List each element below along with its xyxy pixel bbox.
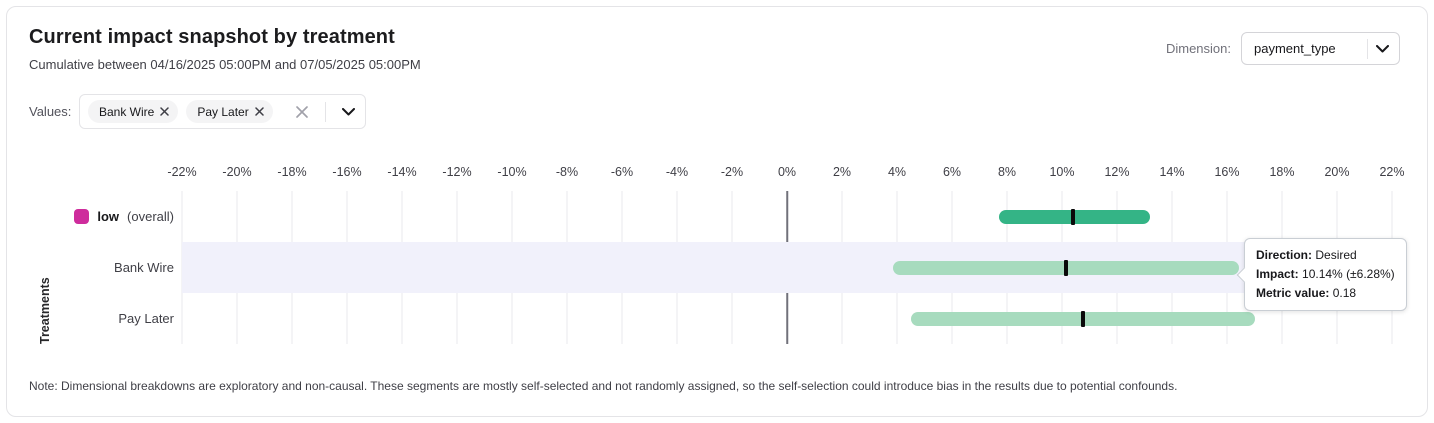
- tooltip-impact-value: 10.14% (±6.28%): [1302, 267, 1395, 281]
- x-tick-label: -8%: [555, 165, 579, 179]
- x-tick-label: -4%: [665, 165, 689, 179]
- dimension-selected-value: payment_type: [1254, 41, 1336, 56]
- x-tick-label: 10%: [1049, 165, 1075, 179]
- values-divider: [324, 101, 326, 122]
- dimension-control: Dimension: payment_type: [1166, 32, 1400, 65]
- impact-point-marker[interactable]: [1063, 259, 1068, 276]
- x-tick-label: -22%: [167, 165, 197, 179]
- x-tick-label: 22%: [1379, 165, 1405, 179]
- chip-label: Bank Wire: [99, 104, 155, 119]
- clear-x-icon: [295, 105, 308, 118]
- x-tick-label: 6%: [942, 165, 962, 179]
- x-tick-label: -16%: [332, 165, 362, 179]
- x-tick-label: -12%: [442, 165, 472, 179]
- row-label-column: low (overall) Bank Wire Pay Later: [31, 191, 174, 344]
- row-label-suffix: (overall): [127, 209, 174, 224]
- row-label: Bank Wire: [31, 242, 174, 293]
- x-tick-label: 20%: [1324, 165, 1350, 179]
- values-label: Values:: [29, 104, 72, 119]
- chart-row: [182, 293, 1392, 344]
- selected-value-chips: Bank Wire Pay Later: [88, 100, 273, 123]
- date-range-subtitle: Cumulative between 04/16/2025 05:00PM an…: [29, 57, 421, 72]
- tooltip-metric-line: Metric value: 0.18: [1256, 284, 1395, 303]
- tooltip-metric-label: Metric value:: [1256, 286, 1330, 300]
- chart-plot-area: [181, 191, 1393, 344]
- chart-row: [182, 191, 1392, 242]
- impact-snapshot-card: Current impact snapshot by treatment Cum…: [6, 6, 1428, 417]
- clear-values-button[interactable]: [295, 105, 309, 119]
- row-label: low (overall): [31, 191, 174, 242]
- x-tick-label: -2%: [720, 165, 744, 179]
- x-tick-label: -18%: [277, 165, 307, 179]
- value-chip[interactable]: Pay Later: [186, 100, 273, 123]
- row-label-text: Pay Later: [118, 311, 174, 326]
- values-filter-box: Bank Wire Pay Later: [79, 94, 366, 129]
- row-label: Pay Later: [31, 293, 174, 344]
- chevron-down-icon: [341, 107, 355, 115]
- x-tick-label: 18%: [1269, 165, 1295, 179]
- chevron-down-icon: [1376, 44, 1389, 52]
- chip-close-icon[interactable]: [254, 107, 264, 116]
- tooltip-impact-label: Impact:: [1256, 267, 1299, 281]
- tooltip-direction-line: Direction: Desired: [1256, 246, 1395, 265]
- select-divider: [1367, 38, 1368, 59]
- impact-point-marker[interactable]: [1070, 208, 1075, 225]
- chip-close-icon[interactable]: [160, 107, 170, 116]
- x-tick-label: 12%: [1104, 165, 1130, 179]
- row-label-text: low: [97, 209, 120, 224]
- x-tick-label: 8%: [997, 165, 1017, 179]
- row-label-text: Bank Wire: [114, 260, 174, 275]
- bar-tooltip: Direction: Desired Impact: 10.14% (±6.28…: [1244, 238, 1407, 311]
- tooltip-metric-value: 0.18: [1332, 286, 1357, 300]
- tooltip-impact-line: Impact: 10.14% (±6.28%): [1256, 265, 1395, 284]
- value-chip[interactable]: Bank Wire: [88, 100, 179, 123]
- x-tick-label: -10%: [497, 165, 527, 179]
- disclaimer-note: Note: Dimensional breakdowns are explora…: [29, 379, 1178, 393]
- page-title: Current impact snapshot by treatment: [29, 26, 395, 48]
- legend-swatch: [74, 209, 90, 224]
- tooltip-direction-value: Desired: [1315, 248, 1357, 262]
- chart-rows: [182, 191, 1392, 344]
- dimension-label: Dimension:: [1165, 41, 1231, 56]
- x-tick-label: 14%: [1159, 165, 1185, 179]
- chip-label: Pay Later: [197, 104, 249, 119]
- x-tick-label: 0%: [777, 165, 797, 179]
- impact-point-marker[interactable]: [1080, 310, 1085, 327]
- x-tick-label: 4%: [887, 165, 907, 179]
- x-tick-label: -6%: [610, 165, 634, 179]
- tooltip-direction-label: Direction:: [1256, 248, 1313, 262]
- x-tick-label: 2%: [832, 165, 852, 179]
- values-dropdown-toggle[interactable]: [341, 107, 355, 116]
- x-tick-label: 16%: [1214, 165, 1240, 179]
- x-tick-label: -14%: [387, 165, 417, 179]
- x-tick-label: -20%: [222, 165, 252, 179]
- chart-row: [182, 242, 1392, 293]
- x-axis: -22% -20% -18% -16% -14% -12% -10% -8% -6% -4% -2%…: [167, 165, 1404, 182]
- dimension-select[interactable]: payment_type: [1241, 32, 1400, 65]
